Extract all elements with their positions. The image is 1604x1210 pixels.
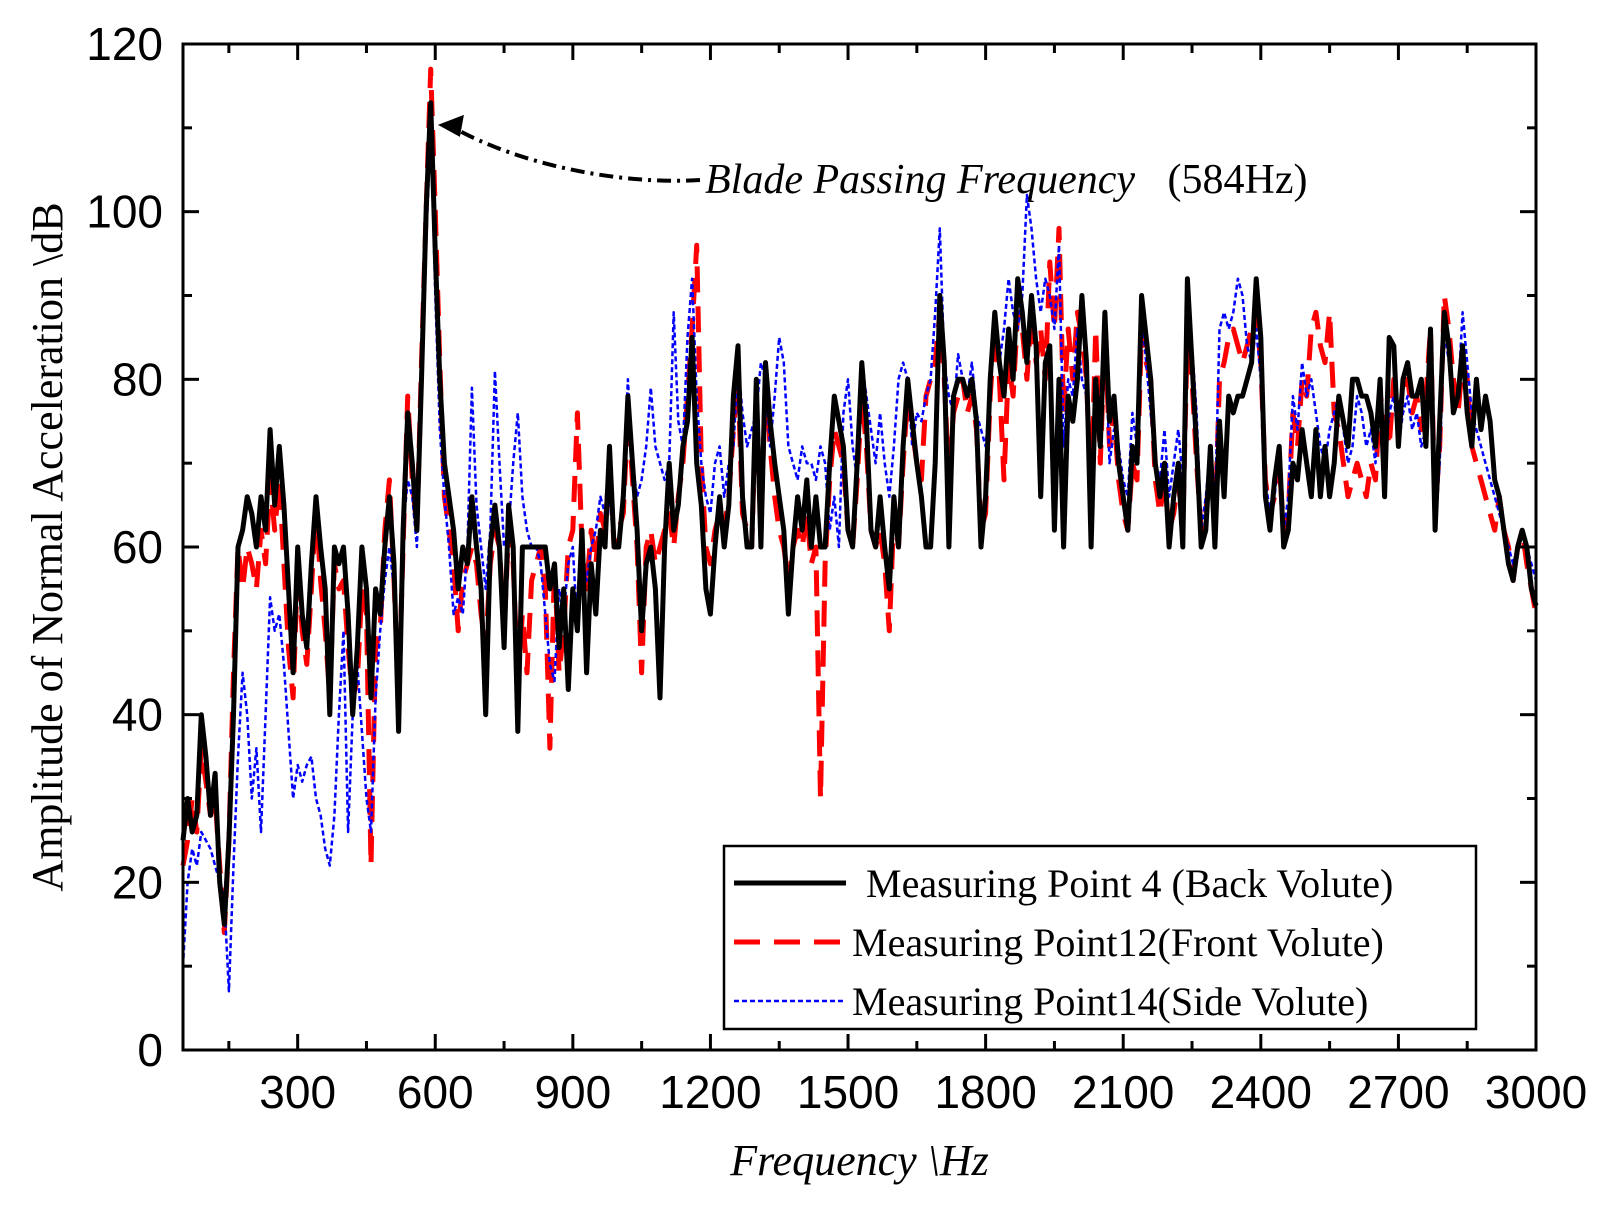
x-tick-label: 1200: [659, 1066, 761, 1118]
y-tick-label: 100: [86, 186, 163, 238]
series-line-2: [180, 66, 1539, 936]
annotation-label-value: (584Hz): [1168, 157, 1308, 203]
legend-box: [722, 844, 1478, 1031]
annotation-arrow: [450, 125, 701, 183]
y-tick-label: 80: [112, 353, 163, 405]
x-tick-label: 2400: [1210, 1066, 1312, 1118]
series-layer: [180, 66, 1539, 993]
legend-label-2: Measuring Point12(Front Volute): [852, 920, 1384, 965]
x-axis-title: Frequency \Hz: [729, 1136, 989, 1185]
x-tick-label: 3000: [1485, 1066, 1587, 1118]
legend-label-3: Measuring Point14(Side Volute): [852, 979, 1368, 1024]
y-tick-label: 60: [112, 521, 163, 573]
axis-ticks: 300 600 900 1200 1500 1800 2100 2400 2700 3000 0 20…: [86, 18, 1587, 1118]
y-tick-label: 0: [137, 1024, 163, 1076]
y-tick-label: 20: [112, 856, 163, 908]
annotation-label-italic: Blade Passing Frequency: [705, 157, 1135, 203]
x-tick-label: 2700: [1347, 1066, 1449, 1118]
series-line-1: [180, 100, 1539, 927]
x-tick-label: 1500: [797, 1066, 899, 1118]
x-tick-label: 2100: [1072, 1066, 1174, 1118]
x-tick-label: 600: [397, 1066, 474, 1118]
annotation-label: Blade Passing Frequency (584Hz): [705, 157, 1307, 203]
x-tick-label: 1800: [934, 1066, 1036, 1118]
annotation-arrowhead: [437, 114, 464, 137]
legend-label-1: Measuring Point 4 (Back Volute): [866, 861, 1393, 906]
y-axis-title: Amplitude of Normal Acceleration \dB: [23, 202, 72, 891]
x-tick-label: 900: [534, 1066, 611, 1118]
x-tick-label: 300: [259, 1066, 336, 1118]
y-tick-label: 40: [112, 689, 163, 741]
y-tick-label: 120: [86, 18, 163, 70]
bpf-annotation: Blade Passing Frequency (584Hz): [437, 114, 1307, 203]
legend: Measuring Point 4 (Back Volute) Measuring…: [722, 844, 1478, 1031]
